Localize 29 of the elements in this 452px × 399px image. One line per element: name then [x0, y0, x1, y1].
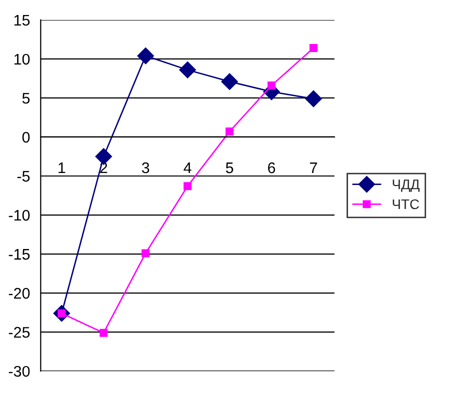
x-tick-label: 1 [58, 162, 66, 174]
y-tick-label: 10 [14, 54, 30, 65]
y-tick-label: -30 [8, 366, 30, 377]
x-tick-label: 6 [268, 162, 276, 174]
point [100, 328, 108, 337]
y-tick-label: 15 [14, 14, 30, 26]
point [305, 90, 322, 108]
x-tick-label: 7 [310, 162, 317, 174]
point [137, 47, 154, 64]
y-tick-label: -15 [8, 249, 30, 260]
y-tick-label: 5 [22, 93, 30, 104]
y-tick-label: -20 [8, 288, 30, 299]
point [268, 82, 276, 90]
y-tick-label: -5 [17, 171, 30, 182]
point [221, 73, 238, 90]
point [142, 249, 150, 258]
x-tick-label: 4 [184, 162, 192, 174]
point [184, 182, 192, 190]
point [179, 62, 196, 78]
legend-label: ЧТС [392, 199, 419, 210]
point [95, 148, 112, 165]
y-tick-label: -10 [8, 210, 30, 221]
legend-label: ЧДД [392, 180, 420, 192]
point [310, 44, 318, 52]
y-tick-label: -25 [8, 326, 30, 338]
x-tick-label: 3 [142, 162, 150, 174]
y-tick-label: 0 [22, 132, 30, 143]
point [226, 128, 234, 136]
x-tick-label: 5 [226, 162, 234, 174]
